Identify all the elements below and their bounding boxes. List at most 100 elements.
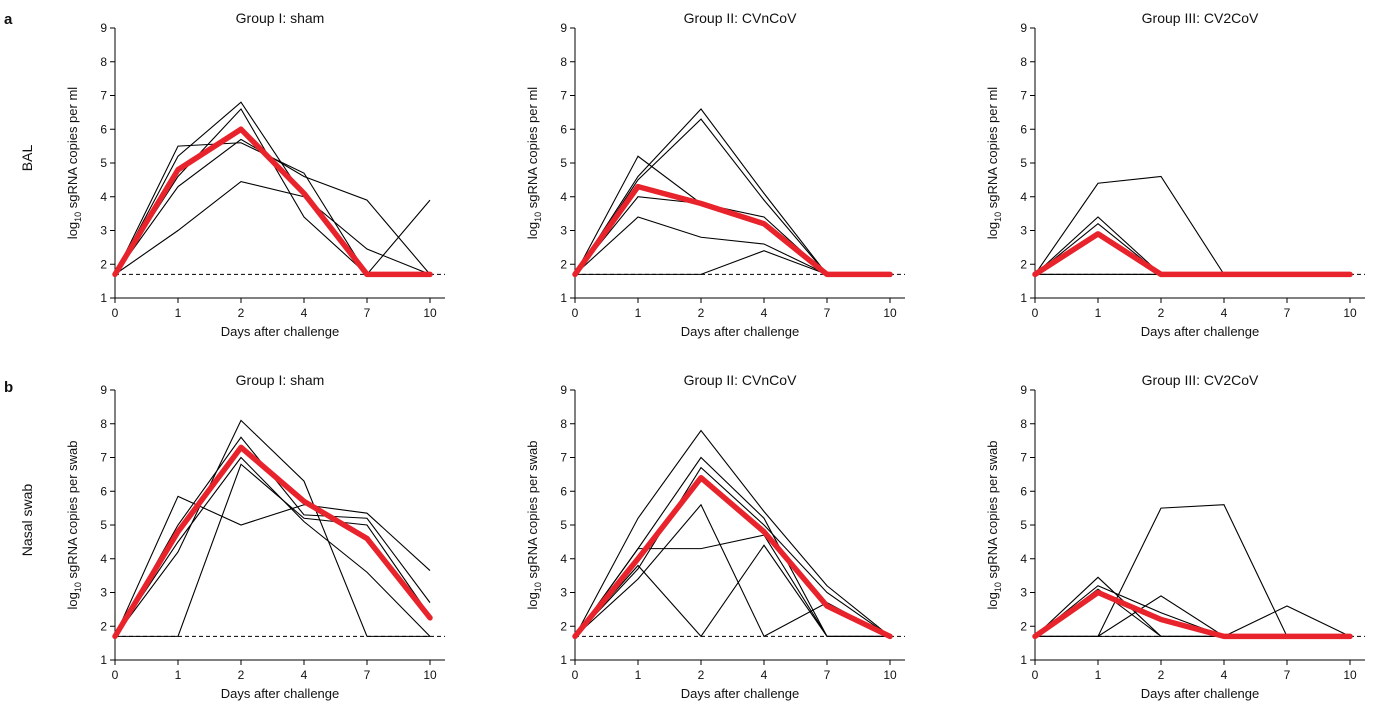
x-tick-label: 2 [238,668,245,682]
x-axis-label: Days after challenge [221,324,340,339]
x-axis-label: Days after challenge [681,686,800,701]
x-tick-label: 7 [1284,668,1291,682]
row-label-bal: BAL [19,145,35,172]
y-tick-label: 8 [100,417,107,431]
y-tick-label: 5 [100,156,107,170]
y-tick-label: 2 [1020,257,1027,271]
panel-label-a: a [4,11,13,28]
y-tick-label: 4 [1020,190,1027,204]
y-tick-label: 4 [100,190,107,204]
y-tick-label: 6 [560,484,567,498]
y-tick-label: 5 [560,156,567,170]
individual-series-line [574,216,890,275]
individual-series-line [574,544,890,638]
x-tick-label: 10 [883,306,897,320]
y-tick-label: 9 [560,383,567,397]
y-tick-label: 9 [1020,21,1027,35]
mean-series-line [112,126,433,278]
y-tick-label: 3 [560,586,567,600]
panel-title: Group III: CV2CoV [1142,372,1259,388]
y-tick-label: 4 [560,190,567,204]
individual-series-line [1035,605,1351,637]
y-tick-label: 7 [560,89,567,103]
individual-series-line [114,495,431,637]
y-tick-label: 6 [100,122,107,136]
x-tick-label: 4 [761,306,768,320]
x-tick-label: 0 [112,668,119,682]
mean-series-line [1032,589,1353,640]
x-tick-label: 7 [824,306,831,320]
x-tick-label: 1 [635,306,642,320]
x-tick-label: 7 [364,306,371,320]
y-tick-label: 9 [1020,383,1027,397]
y-tick-label: 5 [560,518,567,532]
x-tick-label: 1 [175,306,182,320]
individual-series-line [114,456,431,637]
y-tick-label: 3 [1020,586,1027,600]
x-tick-label: 0 [572,668,579,682]
x-axis-label: Days after challenge [681,324,800,339]
individual-series-line [574,118,890,275]
y-tick-label: 2 [100,619,107,633]
y-tick-label: 2 [1020,619,1027,633]
x-tick-label: 4 [1221,668,1228,682]
x-tick-label: 1 [635,668,642,682]
x-tick-label: 4 [301,306,308,320]
individual-series-line [575,250,890,275]
x-tick-label: 2 [238,306,245,320]
y-tick-label: 8 [560,55,567,69]
y-axis-label: log10 sgRNA copies per swab [525,441,543,610]
panel-title: Group I: sham [236,372,325,388]
row-label-nasal-swab: Nasal swab [19,484,35,557]
y-tick-label: 8 [1020,417,1027,431]
y-tick-label: 4 [560,552,567,566]
individual-series-line [574,466,891,637]
x-tick-label: 10 [1343,306,1357,320]
x-tick-label: 7 [824,668,831,682]
x-tick-label: 4 [301,668,308,682]
mean-series-line [1032,231,1353,278]
y-tick-label: 1 [560,653,567,667]
y-tick-label: 3 [560,224,567,238]
y-tick-label: 1 [560,291,567,305]
y-tick-label: 4 [1020,552,1027,566]
y-tick-label: 2 [560,257,567,271]
y-tick-label: 8 [1020,55,1027,69]
y-tick-label: 9 [560,21,567,35]
individual-series-line [114,436,431,637]
x-tick-label: 10 [423,668,437,682]
x-tick-label: 4 [761,668,768,682]
y-tick-label: 7 [1020,89,1027,103]
individual-series-line [114,419,430,637]
individual-series-line [115,463,431,637]
x-tick-label: 10 [423,306,437,320]
y-tick-label: 8 [100,55,107,69]
y-axis-label: log10 sgRNA copies per ml [525,87,543,239]
y-tick-label: 1 [1020,653,1027,667]
y-tick-label: 5 [1020,518,1027,532]
y-axis-label: log10 sgRNA copies per swab [985,441,1003,610]
y-tick-label: 5 [1020,156,1027,170]
y-tick-label: 6 [1020,484,1027,498]
individual-series-line [114,101,430,275]
x-tick-label: 0 [1032,306,1039,320]
y-tick-label: 5 [100,518,107,532]
x-tick-label: 1 [1095,668,1102,682]
y-tick-label: 7 [100,451,107,465]
x-axis-label: Days after challenge [1141,324,1260,339]
x-tick-label: 0 [1032,668,1039,682]
y-tick-label: 1 [1020,291,1027,305]
individual-series-line [1034,175,1350,275]
y-tick-label: 6 [100,484,107,498]
y-tick-label: 7 [100,89,107,103]
x-tick-label: 0 [572,306,579,320]
x-tick-label: 2 [1158,306,1165,320]
individual-series-line [114,180,431,275]
y-tick-label: 2 [560,619,567,633]
y-tick-label: 9 [100,21,107,35]
y-tick-label: 2 [100,257,107,271]
